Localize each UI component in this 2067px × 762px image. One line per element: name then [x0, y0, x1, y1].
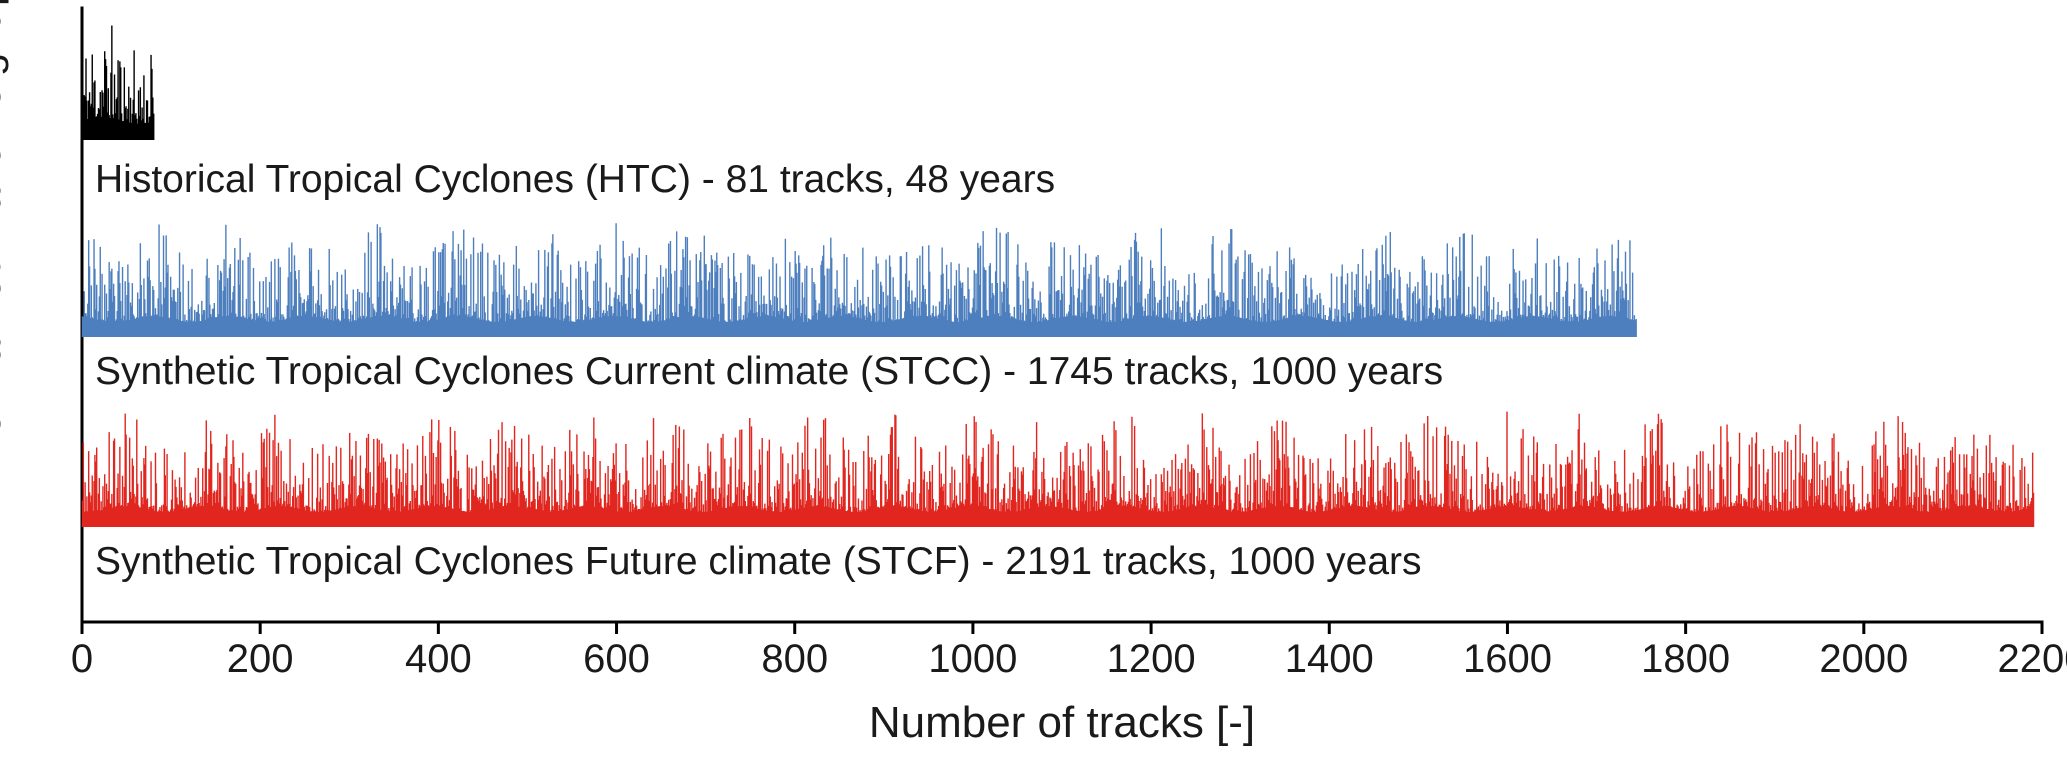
x-tick-label: 600 — [583, 637, 650, 681]
x-tick-label: 400 — [405, 637, 472, 681]
x-tick-label: 1800 — [1641, 637, 1730, 681]
series-stcf — [81, 411, 2035, 527]
series-stcc — [81, 223, 1637, 337]
x-tick-label: 200 — [227, 637, 294, 681]
series-htc — [81, 25, 155, 140]
x-tick-label: 2000 — [1819, 637, 1908, 681]
x-tick-label: 2200 — [1998, 637, 2067, 681]
x-tick-label: 800 — [761, 637, 828, 681]
x-tick-label: 1200 — [1107, 637, 1196, 681]
x-tick-label: 1400 — [1285, 637, 1374, 681]
series-htc-spikes — [81, 25, 155, 140]
x-tick-label: 1000 — [928, 637, 1017, 681]
x-tick-label: 0 — [71, 637, 93, 681]
series-stcf-spikes — [81, 411, 2035, 527]
x-tick-label: 1600 — [1463, 637, 1552, 681]
series-label-stcc: Synthetic Tropical Cyclones Current clim… — [95, 350, 1444, 393]
series-label-htc: Historical Tropical Cyclones (HTC) - 81 … — [95, 158, 1056, 201]
series-stcc-spikes — [81, 223, 1637, 337]
series-label-stcf: Synthetic Tropical Cyclones Future clima… — [95, 540, 1422, 583]
x-ticks: 0 200 400 600 800 1000 1200 1400 1600 1800 2000 220… — [71, 622, 2067, 681]
x-axis-label: Number of tracks [-] — [868, 698, 1256, 747]
y-axis-label: Normalized wave height [-] — [0, 0, 9, 466]
